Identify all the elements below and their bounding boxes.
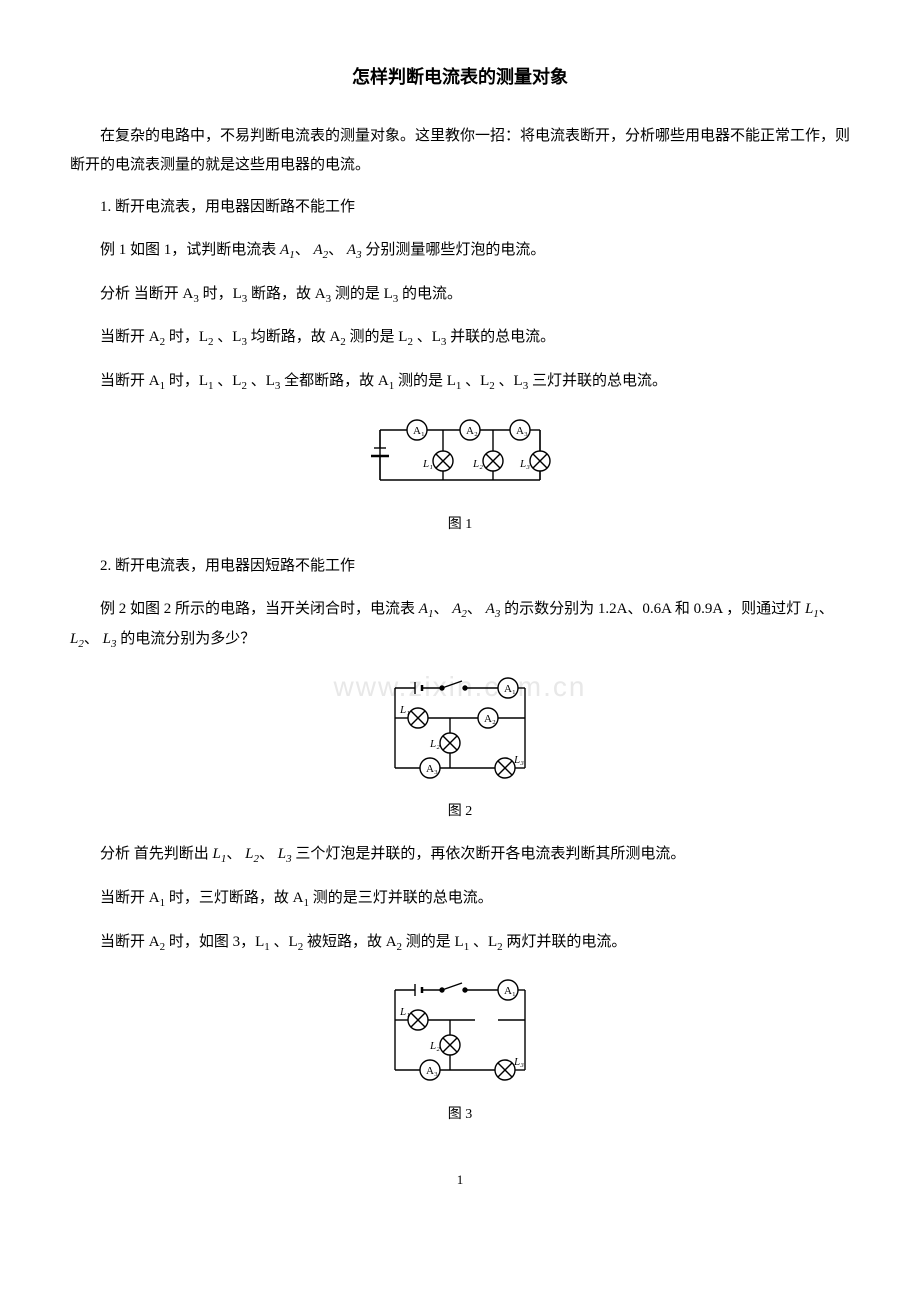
svg-text:L₂: L₂ [429, 1040, 440, 1052]
symbol-L2: L2 [70, 631, 84, 647]
values-text: 1.2A、0.6A 和 0.9A [598, 601, 723, 617]
analysis2-line1: 分析 首先判断出 L1、 L2、 L3 三个灯泡是并联的，再依次断开各电流表判断… [70, 840, 850, 870]
example1-statement: 例 1 如图 1，试判断电流表 A1、 A2、 A3 分别测量哪些灯泡的电流。 [70, 236, 850, 266]
figure-1: A₁ A₂ A₃ L₁ L₂ L₃ 图 1 [70, 415, 850, 538]
figure-3: A₁ A₃ L₁ L₂ L₃ 图 3 [70, 975, 850, 1128]
svg-text:A₂: A₂ [466, 425, 478, 437]
svg-text:L₂: L₂ [472, 458, 483, 470]
svg-text:A₃: A₃ [426, 763, 438, 775]
figure-2-caption: 图 2 [70, 799, 850, 826]
example2-statement: 例 2 如图 2 所示的电路，当开关闭合时，电流表 A1、 A2、 A3 的示数… [70, 595, 850, 655]
intro-paragraph: 在复杂的电路中，不易判断电流表的测量对象。这里教你一招：将电流表断开，分析哪些用… [70, 122, 850, 179]
analysis1-line-a1: 当断开 A1 时，L1 、L2 、L3 全都断路，故 A1 测的是 L1 、L2… [70, 367, 850, 397]
svg-text:L₁: L₁ [399, 704, 410, 716]
svg-text:A₃: A₃ [516, 425, 528, 437]
section2-heading: 2. 断开电流表，用电器因短路不能工作 [70, 552, 850, 581]
page-number: 1 [70, 1168, 850, 1193]
svg-text:A₁: A₁ [413, 425, 425, 437]
svg-text:L₃: L₃ [519, 458, 530, 470]
symbol-L1: L1 [805, 601, 819, 617]
symbol-A1: A1 [280, 242, 295, 258]
analysis1-line-a3: 分析 当断开 A3 时，L3 断路，故 A3 测的是 L3 的电流。 [70, 280, 850, 310]
svg-text:L₁: L₁ [422, 458, 433, 470]
symbol-A3-b: A3 [486, 601, 501, 617]
symbol-A1-b: A1 [419, 601, 434, 617]
svg-text:L₂: L₂ [429, 738, 440, 750]
svg-text:A₂: A₂ [484, 713, 496, 725]
figure-1-caption: 图 1 [70, 512, 850, 539]
figure-3-caption: 图 3 [70, 1102, 850, 1129]
figure-2: A₁ A₂ A₃ L₁ L₂ L₃ 图 2 [70, 673, 850, 826]
analysis2-line3: 当断开 A2 时，如图 3，L1 、L2 被短路，故 A2 测的是 L1 、L2… [70, 928, 850, 958]
symbol-A2: A2 [313, 242, 328, 258]
svg-text:L₃: L₃ [513, 754, 524, 766]
symbol-L3: L3 [103, 631, 117, 647]
svg-text:L₃: L₃ [513, 1056, 524, 1068]
symbol-A2-b: A2 [452, 601, 467, 617]
svg-text:A₃: A₃ [426, 1065, 438, 1077]
section1-heading: 1. 断开电流表，用电器因断路不能工作 [70, 193, 850, 222]
svg-text:A₁: A₁ [504, 985, 516, 997]
analysis2-line2: 当断开 A1 时，三灯断路，故 A1 测的是三灯并联的总电流。 [70, 884, 850, 914]
document-content: 怎样判断电流表的测量对象 在复杂的电路中，不易判断电流表的测量对象。这里教你一招… [70, 60, 850, 1193]
symbol-A3: A3 [347, 242, 362, 258]
svg-text:A₁: A₁ [504, 683, 516, 695]
svg-text:L₁: L₁ [399, 1006, 410, 1018]
page-title: 怎样判断电流表的测量对象 [70, 60, 850, 94]
analysis1-line-a2: 当断开 A2 时，L2 、L3 均断路，故 A2 测的是 L2 、L3 并联的总… [70, 323, 850, 353]
